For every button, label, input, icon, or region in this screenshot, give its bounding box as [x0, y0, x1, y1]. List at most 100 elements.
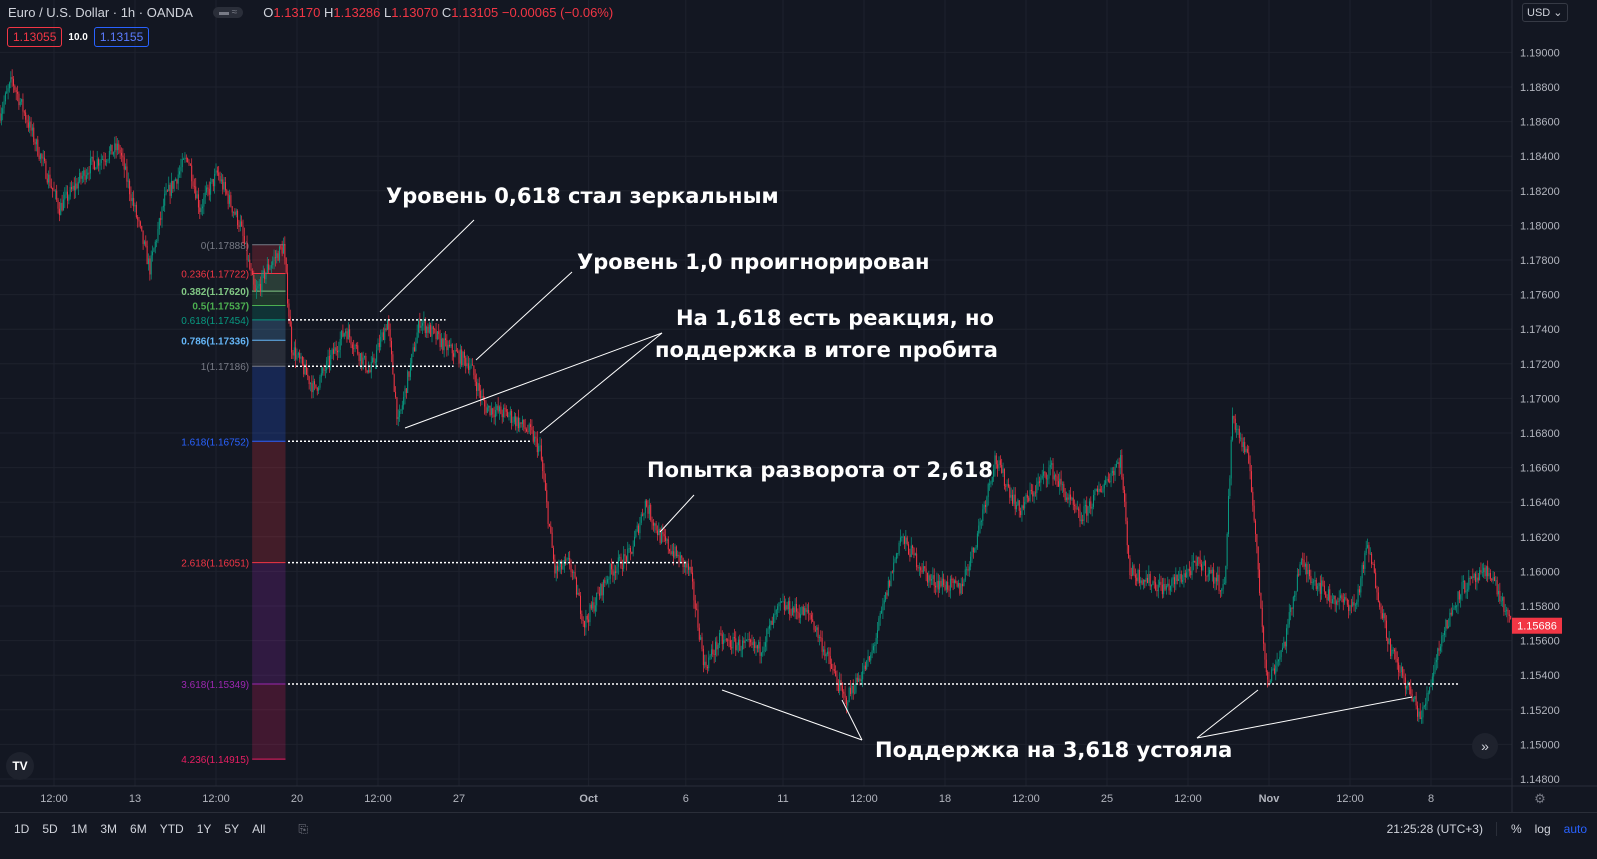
candle-body [1267, 672, 1269, 680]
candle-body [987, 484, 989, 498]
range-1d[interactable]: 1D [14, 822, 30, 836]
candle-body [1472, 576, 1474, 578]
range-3m[interactable]: 3M [100, 822, 118, 836]
candle-body [376, 350, 378, 362]
candle-body [739, 639, 741, 651]
candle-body [885, 592, 887, 601]
range-ytd[interactable]: YTD [159, 822, 184, 836]
candle-body [1321, 580, 1323, 594]
candle-body [156, 241, 158, 242]
candle-body [937, 580, 939, 590]
price-tick-label: 1.17000 [1520, 393, 1560, 405]
candle-body [1025, 494, 1027, 502]
candle-body [504, 407, 506, 410]
candle-body [1229, 478, 1231, 496]
candle-body [480, 390, 482, 399]
candle-body [1133, 565, 1135, 575]
candle-body [1169, 585, 1171, 591]
candle-body [212, 179, 214, 187]
candle-body [1426, 693, 1428, 704]
candle-body [463, 351, 465, 358]
candle-body [1418, 711, 1420, 717]
calendar-goto-icon[interactable]: ⎘ [298, 821, 309, 836]
price-chart[interactable]: 1.19000 1.18800 1.18600 1.18400 1.18200 1.180… [0, 0, 1597, 812]
candle-body [597, 592, 599, 594]
candle-body [216, 170, 218, 173]
scroll-to-realtime-icon[interactable]: » [1472, 733, 1498, 759]
candle-body [330, 354, 332, 365]
candle-body [878, 618, 880, 631]
candle-body [1109, 481, 1111, 483]
candle-body [1495, 580, 1497, 582]
sell-price-button[interactable]: 1.13055 [7, 27, 63, 47]
candle-body [1315, 580, 1317, 589]
candle-body [1055, 475, 1057, 477]
candle-body [22, 99, 24, 112]
fib-level-label: 4.236(1.14915) [181, 755, 249, 766]
candle-body [188, 162, 190, 165]
currency-select[interactable]: USD ⌄ [1522, 3, 1568, 22]
candle-body [804, 608, 806, 616]
range-5d[interactable]: 5D [42, 822, 58, 836]
candle-body [449, 344, 451, 347]
candle-body [1307, 570, 1309, 575]
candle-body [197, 194, 199, 208]
candle-body [1192, 560, 1194, 562]
candle-body [1057, 481, 1059, 487]
time-tick-label: 12:00 [40, 793, 68, 805]
candle-body [1435, 659, 1437, 663]
candle-body [787, 601, 789, 610]
candle-body [102, 159, 104, 160]
candle-body [397, 417, 399, 420]
log-toggle[interactable]: log [1534, 822, 1551, 836]
candle-body [1304, 563, 1306, 567]
candle-body [451, 344, 453, 354]
candle-body [145, 241, 147, 246]
price-tick-label: 1.17600 [1520, 290, 1560, 302]
candle-body [773, 614, 775, 625]
candle-body [1237, 428, 1239, 430]
candle-body [507, 411, 509, 418]
legend-toggle-icon[interactable]: ▬ ≈ [212, 7, 244, 18]
annotation-pointer-line [1196, 689, 1259, 739]
candle-body [1134, 574, 1136, 578]
candle-body [459, 349, 461, 364]
buy-price-button[interactable]: 1.13155 [93, 27, 150, 47]
candle-body [710, 649, 712, 656]
candle-body [395, 391, 397, 398]
range-5y[interactable]: 5Y [224, 822, 240, 836]
range-all[interactable]: All [252, 822, 266, 836]
settings-icon: ⚙ [1534, 791, 1546, 806]
candle-body [1284, 641, 1286, 647]
symbol-title[interactable]: Euro / U.S. Dollar · 1h · OANDA [8, 5, 193, 20]
candle-body [1071, 497, 1073, 500]
candle-body [211, 179, 213, 182]
candle-body [1152, 581, 1154, 585]
candle-body [37, 139, 39, 156]
candle-body [1149, 574, 1151, 587]
price-tick-label: 1.17800 [1520, 255, 1560, 267]
auto-toggle[interactable]: auto [1563, 822, 1587, 836]
candle-body [1452, 609, 1454, 615]
candle-body [308, 376, 310, 385]
candle-body [1113, 470, 1115, 476]
range-1y[interactable]: 1Y [196, 822, 212, 836]
candle-body [423, 319, 425, 324]
percent-toggle[interactable]: % [1495, 822, 1522, 836]
candle-body [879, 613, 881, 619]
candle-body [1354, 604, 1356, 606]
tradingview-logo[interactable]: TV [6, 752, 34, 780]
range-6m[interactable]: 6M [130, 822, 147, 836]
candle-body [1222, 583, 1224, 590]
candle-body [270, 265, 272, 268]
candle-body [600, 584, 602, 596]
candle-body [381, 332, 383, 337]
clock-time[interactable]: 21:25:28 (UTC+3) [1386, 822, 1483, 836]
candle-body [264, 270, 266, 280]
candle-body [1082, 519, 1084, 521]
candle-body [1425, 703, 1427, 706]
annotation-pointer-line [841, 699, 863, 741]
range-1m[interactable]: 1M [70, 822, 88, 836]
candle-body [571, 571, 573, 573]
candle-body [1364, 553, 1366, 569]
